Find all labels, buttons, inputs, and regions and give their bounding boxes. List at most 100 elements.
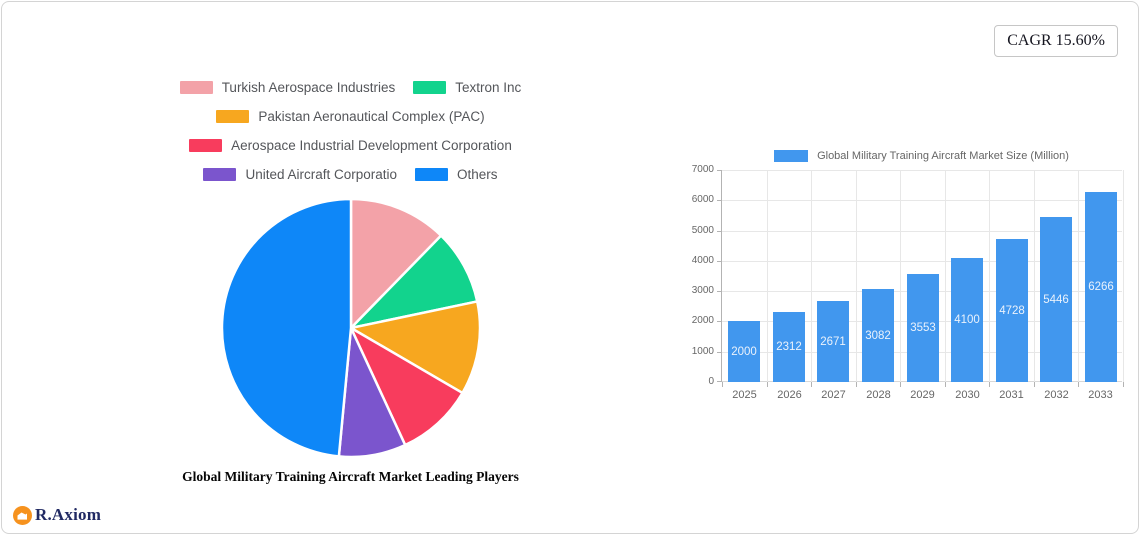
gridline-vertical	[900, 170, 901, 382]
plot-area: 0 1000 2000 3000 4000 5000 6000 7000 2000 2025 231…	[692, 164, 1124, 401]
legend-row: Pakistan Aeronautical Complex (PAC)	[216, 106, 485, 126]
y-tick-label: 2000	[691, 315, 714, 326]
legend-label: Others	[457, 166, 498, 182]
x-tick-label: 2029	[910, 389, 935, 401]
pie-slice-5	[220, 197, 353, 458]
chart-circle-icon	[13, 505, 32, 525]
y-tick-label: 1000	[691, 346, 714, 357]
x-axis-tick	[945, 382, 946, 387]
bar-legend: Global Military Training Aircraft Market…	[721, 149, 1122, 163]
logo: R.Axiom	[13, 505, 101, 525]
gridline-vertical	[767, 170, 768, 382]
bar: 2312	[773, 312, 805, 382]
y-tick-label: 0	[708, 376, 714, 387]
pie-slice-2	[349, 300, 482, 395]
y-axis-tick	[717, 352, 722, 353]
x-tick-label: 2032	[1044, 389, 1069, 401]
bar-legend-label: Global Military Training Aircraft Market…	[817, 150, 1069, 162]
gridline-vertical	[1123, 170, 1124, 382]
pie-chart	[220, 197, 482, 459]
bar: 4100	[951, 258, 983, 382]
legend-item: Others	[415, 167, 498, 182]
x-axis-tick	[989, 382, 990, 387]
legend-label: Turkish Aerospace Industries	[221, 79, 396, 95]
bar: 2671	[817, 301, 849, 382]
x-axis-tick	[722, 382, 723, 387]
bar-chart: Global Military Training Aircraft Market…	[661, 149, 1131, 415]
y-axis-tick	[717, 200, 722, 201]
y-tick-label: 3000	[691, 285, 714, 296]
y-tick-label: 4000	[691, 255, 714, 266]
y-tick-label: 7000	[691, 164, 714, 175]
x-axis-tick	[900, 382, 901, 387]
legend-item: United Aircraft Corporatio	[203, 167, 397, 182]
logo-text: R.Axiom	[35, 505, 102, 524]
x-axis-tick	[856, 382, 857, 387]
bar-value-label: 2000	[731, 345, 757, 358]
bar-value-label: 2671	[820, 335, 846, 348]
gridline-vertical	[811, 170, 812, 382]
legend-swatch	[415, 167, 449, 181]
y-tick-label: 6000	[691, 194, 714, 205]
legend-row: Aerospace Industrial Development Corpora…	[189, 135, 512, 155]
x-axis-tick	[811, 382, 812, 387]
bar: 3553	[907, 274, 939, 382]
x-tick-label: 2031	[999, 389, 1024, 401]
bar-value-label: 3082	[865, 329, 891, 342]
y-axis-tick	[717, 231, 722, 232]
legend-swatch	[216, 109, 250, 123]
bar-value-label: 4728	[999, 304, 1025, 317]
bar: 6266	[1085, 192, 1117, 382]
x-tick-label: 2030	[955, 389, 980, 401]
x-axis-tick	[1123, 382, 1124, 387]
legend-swatch	[189, 138, 223, 152]
x-tick-label: 2027	[821, 389, 846, 401]
bar: 5446	[1040, 217, 1072, 382]
legend-swatch	[179, 80, 213, 94]
pie-slice-3	[349, 326, 464, 447]
gridline-horizontal	[722, 231, 1122, 232]
legend-label: United Aircraft Corporatio	[245, 166, 398, 182]
gridline-vertical	[989, 170, 990, 382]
bar-value-label: 3553	[910, 322, 936, 334]
x-tick-label: 2033	[1088, 389, 1113, 401]
legend-label: Aerospace Industrial Development Corpora…	[231, 137, 512, 153]
legend-item: Aerospace Industrial Development Corpora…	[189, 138, 512, 153]
bar: 4728	[996, 239, 1028, 382]
gridline-horizontal	[722, 170, 1122, 171]
x-axis-tick	[1034, 382, 1035, 387]
y-axis-tick	[717, 321, 722, 322]
gridline-vertical	[1078, 170, 1079, 382]
x-axis-tick	[1078, 382, 1079, 387]
legend-label: Pakistan Aeronautical Complex (PAC)	[258, 108, 485, 124]
legend-item: Textron Inc	[413, 80, 521, 95]
y-tick-label: 5000	[691, 225, 714, 236]
cagr-badge: CAGR 15.60%	[994, 25, 1118, 57]
legend-swatch	[413, 80, 447, 94]
legend-row: United Aircraft Corporatio Others	[203, 164, 498, 184]
gridline-horizontal	[722, 200, 1122, 201]
y-axis-tick	[717, 261, 722, 262]
pie-slice-0	[349, 197, 443, 330]
bar-value-label: 4100	[954, 314, 980, 326]
pie-slice-1	[349, 234, 479, 330]
y-axis-tick	[717, 170, 722, 171]
legend-row: Turkish Aerospace Industries Textron Inc	[179, 77, 521, 97]
legend-swatch	[203, 167, 237, 181]
gridline-vertical	[1034, 170, 1035, 382]
x-tick-label: 2025	[732, 389, 757, 401]
x-axis-tick	[767, 382, 768, 387]
x-tick-label: 2026	[777, 389, 802, 401]
gridline-vertical	[856, 170, 857, 382]
bar: 3082	[862, 289, 894, 382]
bar-legend-swatch	[774, 150, 809, 162]
legend-item: Turkish Aerospace Industries	[179, 79, 396, 95]
pie-legend: Turkish Aerospace Industries Textron Inc P…	[2, 77, 699, 184]
bar-value-label: 5446	[1043, 293, 1069, 306]
bar-value-label: 6266	[1088, 281, 1114, 293]
pie-title: Global Military Training Aircraft Market…	[182, 469, 519, 484]
legend-label: Textron Inc	[455, 79, 522, 95]
y-axis-tick	[717, 291, 722, 292]
x-tick-label: 2028	[866, 389, 891, 401]
